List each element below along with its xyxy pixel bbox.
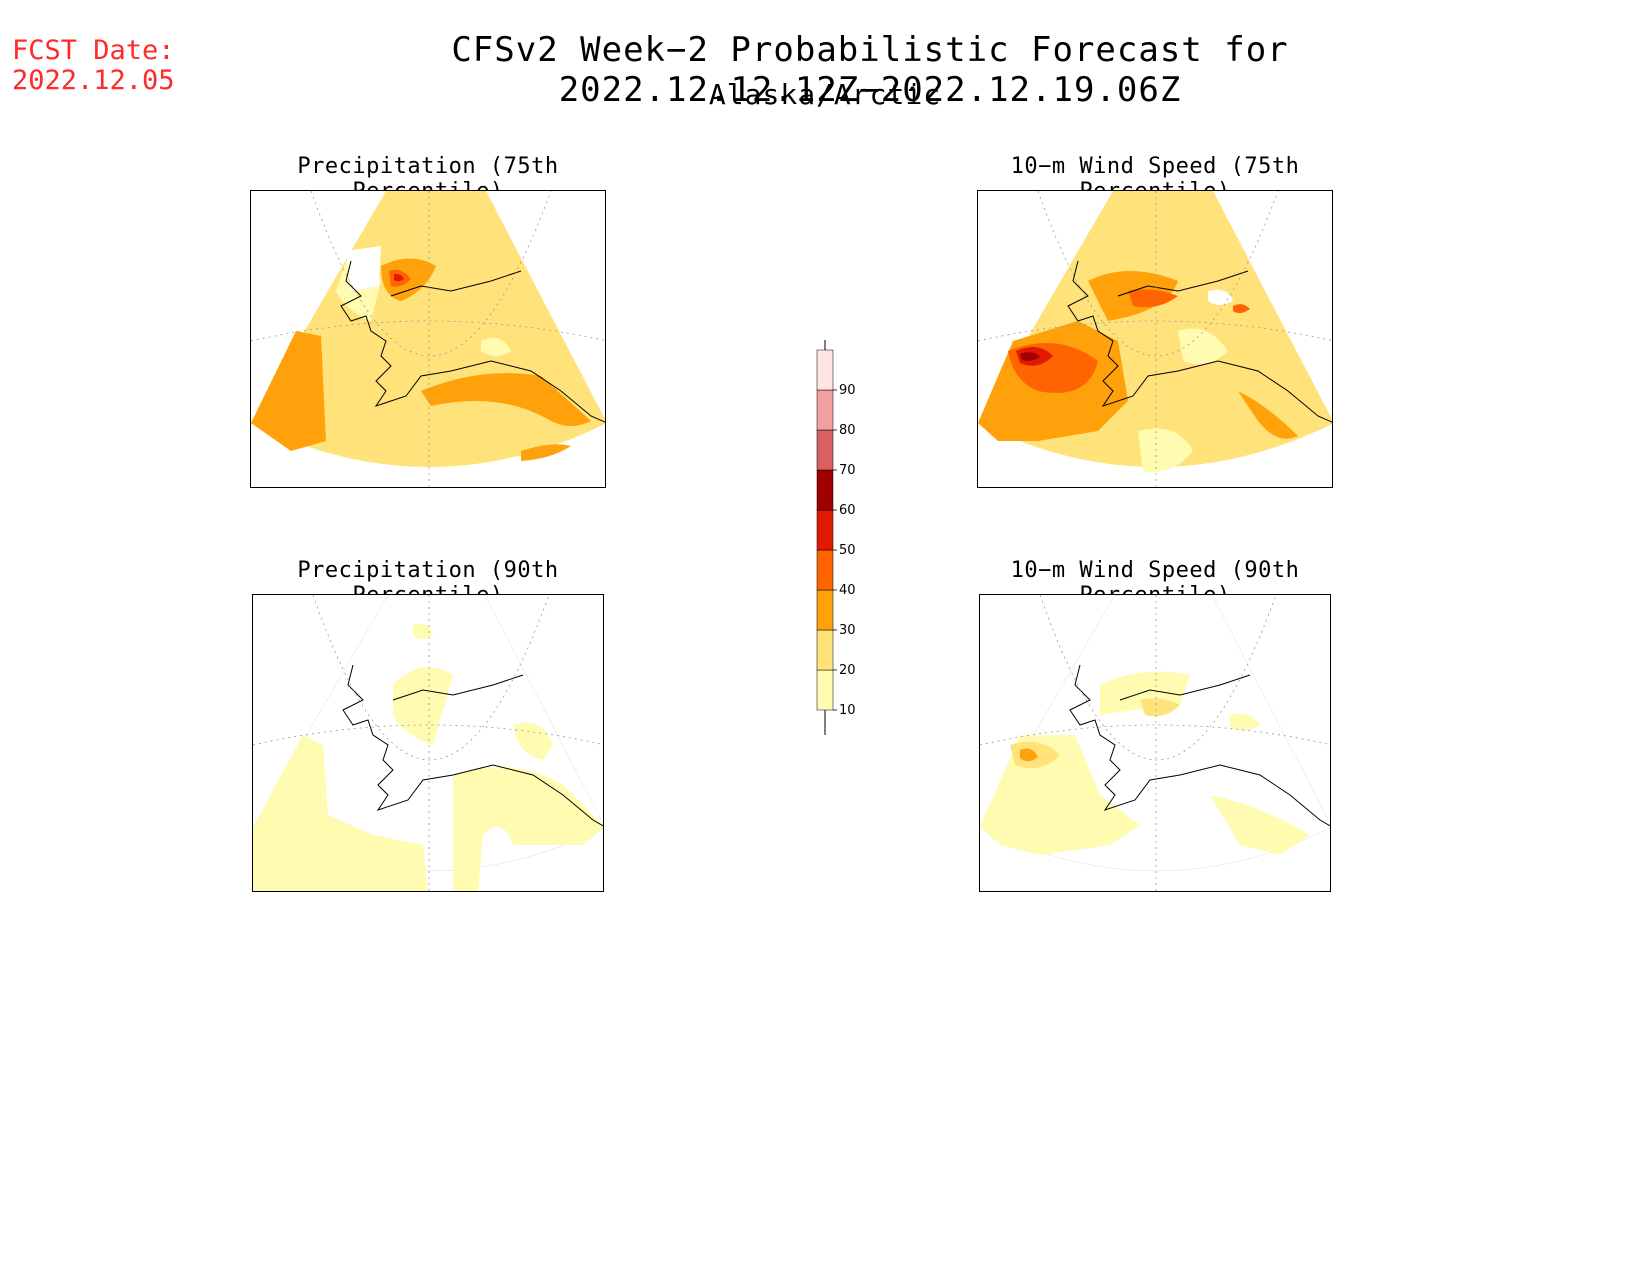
forecast-date-value: 2022.12.05 <box>12 65 175 96</box>
map-panel-precip-90 <box>252 594 604 892</box>
colorbar-label-30: 30 <box>839 623 856 638</box>
coastline <box>342 664 603 827</box>
colorbar-segment-60 <box>816 469 834 511</box>
region-10 <box>253 735 428 891</box>
map-panel-wind-90 <box>979 594 1331 892</box>
colorbar-segment-30 <box>816 589 834 631</box>
colorbar-segment-90 <box>816 349 834 391</box>
map-precip-90 <box>253 595 603 891</box>
colorbar-label-50: 50 <box>839 543 856 558</box>
colorbar-segment-40 <box>816 549 834 591</box>
region-10 <box>1178 328 1228 365</box>
region-10 <box>346 246 381 291</box>
colorbar-segment-10 <box>816 669 834 711</box>
colorbar-label-70: 70 <box>839 463 856 478</box>
coastline <box>1067 260 1332 423</box>
grid <box>980 595 1330 891</box>
region-30 <box>1238 391 1298 439</box>
region-30 <box>421 373 591 426</box>
coastline <box>1069 664 1330 827</box>
region-40 <box>1128 289 1178 308</box>
border <box>1119 674 1251 701</box>
colorbar-segment-20 <box>816 629 834 671</box>
region-50 <box>394 273 404 282</box>
region-40 <box>1233 304 1250 314</box>
colorbar-label-90: 90 <box>839 383 856 398</box>
colorbar-label-20: 20 <box>839 663 856 678</box>
colorbar: 10 20 30 40 50 60 70 80 90 <box>816 340 856 735</box>
coastline <box>340 260 605 423</box>
region-30 <box>1020 748 1038 762</box>
region-60 <box>1020 352 1040 361</box>
forecast-date-block: FCST Date: 2022.12.05 <box>12 36 175 96</box>
region-10 <box>453 767 603 891</box>
map-wind-75 <box>978 191 1332 487</box>
colorbar-segment-70 <box>816 429 834 471</box>
colorbar-label-10: 10 <box>839 703 856 718</box>
colorbar-label-60: 60 <box>839 503 856 518</box>
colorbar-label-40: 40 <box>839 583 856 598</box>
region-10 <box>481 337 511 356</box>
grid <box>978 191 1332 487</box>
border <box>390 270 522 297</box>
grid <box>253 595 603 891</box>
region-30 <box>251 331 326 451</box>
map-panel-precip-75 <box>250 190 606 488</box>
map-precip-75 <box>251 191 605 487</box>
region-30 <box>521 444 571 461</box>
page-title: CFSv2 Week−2 Probabilistic Forecast for … <box>451 30 1289 110</box>
region-subtitle: Alaska/Arctic <box>708 78 942 111</box>
forecast-date-label: FCST Date: <box>12 35 175 66</box>
colorbar-segment-80 <box>816 389 834 431</box>
region-10 <box>1210 795 1310 855</box>
border <box>1117 270 1249 297</box>
region-20 <box>1140 698 1180 717</box>
region-10 <box>1138 428 1193 472</box>
region-10 <box>413 623 433 639</box>
colorbar-segment-50 <box>816 509 834 551</box>
region-10 <box>1230 713 1260 731</box>
grid <box>251 191 605 487</box>
region-10 <box>513 722 553 760</box>
map-wind-90 <box>980 595 1330 891</box>
region-10 <box>1208 289 1233 305</box>
colorbar-label-80: 80 <box>839 423 856 438</box>
map-panel-wind-75 <box>977 190 1333 488</box>
border <box>392 674 524 701</box>
